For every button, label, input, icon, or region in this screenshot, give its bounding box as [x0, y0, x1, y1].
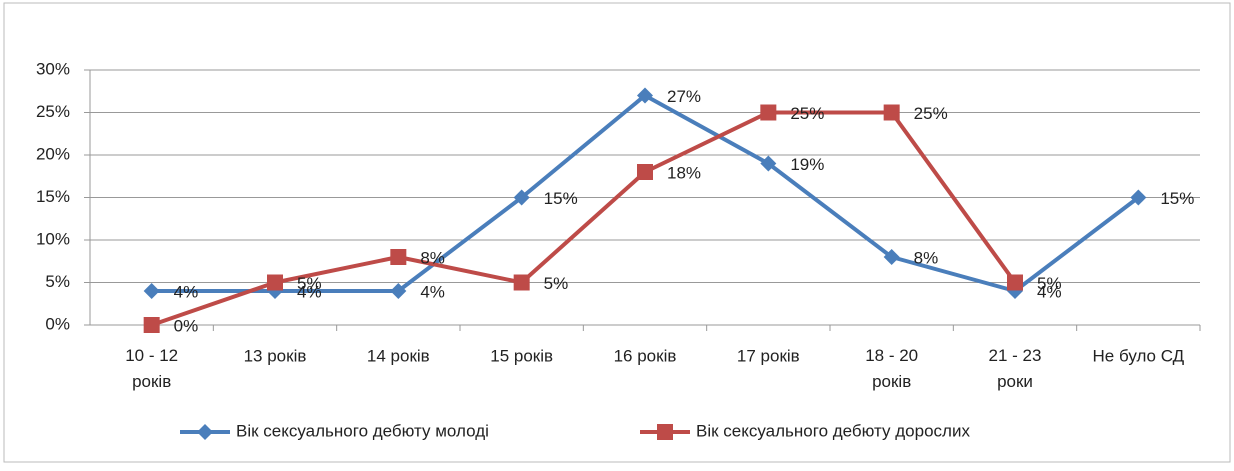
data-point [637, 164, 653, 180]
y-tick-label: 25% [36, 102, 70, 121]
chart-border [3, 2, 1231, 463]
data-label: 5% [1037, 274, 1062, 293]
data-label: 8% [914, 248, 939, 267]
x-tick-label: 16 років [614, 346, 677, 365]
data-point [513, 189, 530, 206]
data-point [390, 249, 407, 265]
legend-label: Вік сексуального дебюту молоді [236, 421, 489, 440]
data-point [390, 283, 407, 299]
x-tick-label: 14 років [367, 346, 430, 365]
data-label: 4% [174, 282, 199, 301]
data-label: 27% [667, 87, 701, 106]
data-label: 5% [544, 274, 569, 293]
y-tick-label: 5% [45, 272, 70, 291]
data-label: 19% [790, 155, 824, 174]
data-point [513, 274, 530, 291]
data-label: 25% [914, 104, 948, 123]
y-tick-label: 10% [36, 229, 70, 248]
y-tick-label: 15% [36, 187, 70, 206]
x-tick-label: 15 років [490, 346, 553, 365]
y-tick-label: 20% [36, 144, 70, 163]
x-tick-label: 10 - 12 років [125, 346, 178, 391]
legend-label: Вік сексуального дебюту дорослих [696, 421, 970, 440]
data-label: 18% [667, 163, 701, 182]
data-point [267, 274, 283, 291]
data-label: 4% [420, 282, 445, 301]
data-point [760, 155, 777, 172]
x-tick-label: Не було СД [1093, 346, 1185, 365]
data-label: 25% [790, 104, 824, 123]
data-point [143, 283, 160, 299]
data-label: 4% [1037, 282, 1062, 301]
x-tick-label: 18 - 20 років [865, 346, 918, 391]
data-label: 4% [297, 282, 322, 301]
legend-marker [657, 424, 673, 440]
data-point [1130, 189, 1147, 206]
data-label: 15% [1160, 189, 1194, 208]
data-point [1007, 274, 1023, 291]
legend-marker [197, 424, 213, 440]
x-tick-label: 21 - 23 роки [989, 346, 1042, 391]
data-point [760, 104, 777, 121]
y-tick-label: 30% [36, 59, 70, 78]
data-label: 5% [297, 274, 322, 293]
series-line [151, 110, 1017, 327]
data-point [883, 249, 900, 265]
data-label: 15% [544, 189, 578, 208]
data-label: 8% [420, 248, 445, 267]
data-point [883, 104, 900, 121]
x-tick-label: 17 років [737, 346, 800, 365]
data-point [637, 87, 653, 104]
x-tick-label: 13 років [244, 346, 307, 365]
data-point [143, 317, 160, 333]
y-tick-label: 0% [45, 314, 70, 333]
data-label: 0% [174, 316, 199, 335]
